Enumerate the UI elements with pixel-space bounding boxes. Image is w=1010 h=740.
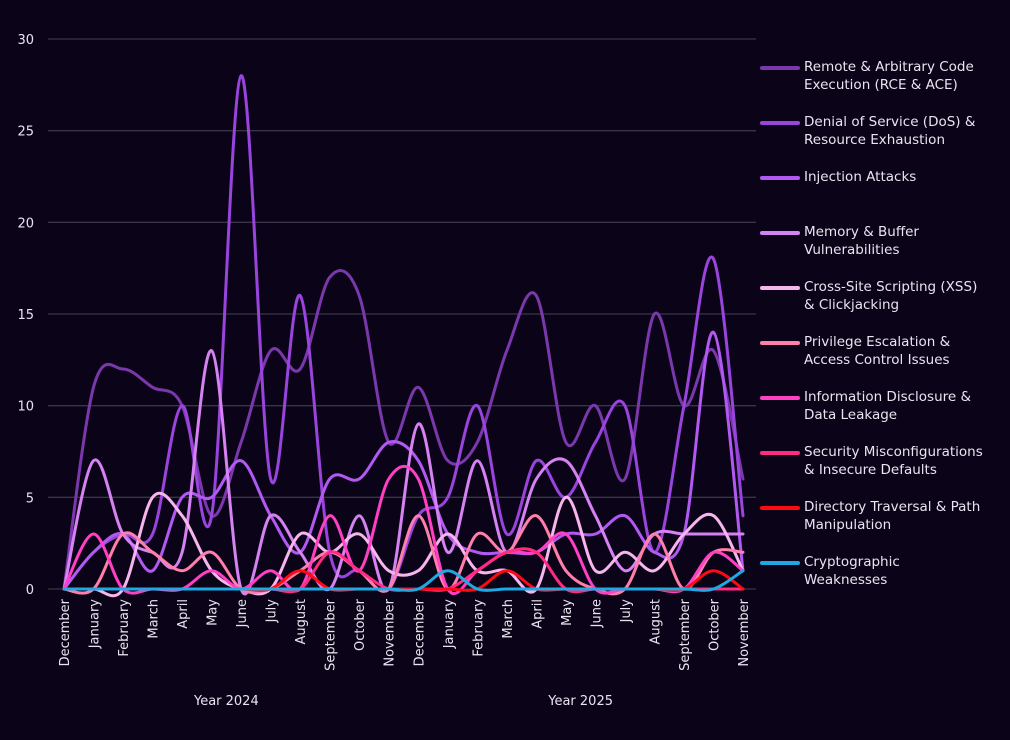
legend-label-line: Data Leakage: [804, 407, 898, 423]
y-tick-label: 15: [17, 308, 34, 323]
legend-item[interactable]: Privilege Escalation & Access Control Iss…: [760, 333, 1010, 369]
legend-swatch: [760, 286, 800, 290]
x-tick-label: May: [560, 599, 575, 626]
legend-label-line: Cryptographic: [804, 554, 900, 570]
legend-label-line: Execution (RCE & ACE): [804, 77, 958, 93]
legend-label: Injection Attacks: [804, 168, 1004, 186]
y-axis-ticks: 0 5 10 15 20 25 30: [17, 33, 34, 598]
x-tick-label: January: [442, 599, 457, 650]
legend-label: Directory Traversal & Path Manipulation: [804, 498, 1004, 534]
legend-swatch: [760, 231, 800, 235]
x-tick-label: April: [530, 599, 545, 629]
legend-label-line: & Clickjacking: [804, 297, 900, 313]
legend-label-line: Vulnerabilities: [804, 242, 900, 258]
series-lines: [62, 74, 745, 598]
y-tick-label: 0: [26, 583, 34, 598]
legend-label-line: Weaknesses: [804, 572, 888, 588]
x-tick-label: March: [147, 599, 162, 639]
legend-item[interactable]: Cryptographic Weaknesses: [760, 553, 1010, 589]
legend-swatch: [760, 451, 800, 455]
y-tick-label: 30: [17, 33, 34, 48]
x-tick-label: February: [471, 599, 486, 657]
x-tick-label: December: [58, 598, 73, 666]
x-tick-label: October: [707, 598, 722, 651]
y-tick-label: 5: [26, 491, 34, 506]
legend-label-line: Access Control Issues: [804, 352, 950, 368]
legend-label: Denial of Service (DoS) & Resource Exhaus…: [804, 113, 1004, 149]
legend-label-line: Security Misconfigurations: [804, 444, 983, 460]
legend-label-line: Injection Attacks: [804, 169, 917, 185]
legend-label-line: Remote & Arbitrary Code: [804, 59, 974, 75]
x-tick-label: January: [88, 599, 103, 650]
legend-item[interactable]: Remote & Arbitrary Code Execution (RCE & …: [760, 58, 1010, 94]
y-tick-label: 25: [17, 125, 34, 140]
x-tick-label: August: [648, 599, 663, 645]
legend-swatch: [760, 66, 800, 70]
legend-item[interactable]: Cross-Site Scripting (XSS) & Clickjacking: [760, 278, 1010, 314]
series-line-9: [62, 569, 745, 592]
x-tick-label: June: [589, 599, 604, 628]
x-tick-label: December: [412, 598, 427, 666]
legend-label: Cross-Site Scripting (XSS) & Clickjacking: [804, 278, 1004, 314]
legend-item[interactable]: Directory Traversal & Path Manipulation: [760, 498, 1010, 534]
legend-label-line: Denial of Service (DoS) &: [804, 114, 976, 130]
legend-swatch: [760, 396, 800, 400]
legend-swatch: [760, 506, 800, 510]
series-line-6: [62, 514, 745, 596]
legend-item[interactable]: Denial of Service (DoS) & Resource Exhaus…: [760, 113, 1010, 149]
x-axis-groups: Year 2024 Year 2025: [193, 694, 613, 709]
x-tick-label: June: [235, 599, 250, 628]
x-tick-label: July: [619, 599, 634, 624]
legend-label: Remote & Arbitrary Code Execution (RCE & …: [804, 58, 1004, 94]
series-line-5: [62, 491, 745, 598]
legend-item[interactable]: Injection Attacks: [760, 168, 1010, 186]
x-tick-label: October: [353, 598, 368, 651]
series-line-3: [62, 330, 745, 591]
legend-label: Cryptographic Weaknesses: [804, 553, 1004, 589]
x-tick-label: November: [383, 598, 398, 666]
legend-label: Memory & Buffer Vulnerabilities: [804, 223, 1004, 259]
x-tick-label: February: [117, 599, 132, 657]
legend-label-line: Information Disclosure &: [804, 389, 972, 405]
legend-item[interactable]: Memory & Buffer Vulnerabilities: [760, 223, 1010, 259]
y-tick-label: 10: [17, 400, 34, 415]
legend-label-line: Resource Exhaustion: [804, 132, 945, 148]
legend-item[interactable]: Information Disclosure & Data Leakage: [760, 388, 1010, 424]
x-tick-label: November: [737, 598, 752, 666]
legend-label: Security Misconfigurations & Insecure Def…: [804, 443, 1004, 479]
series-line-10: [62, 569, 745, 592]
legend-label: Privilege Escalation & Access Control Iss…: [804, 333, 1004, 369]
legend-swatch: [760, 121, 800, 125]
legend-label-line: Cross-Site Scripting (XSS): [804, 279, 978, 295]
x-group-label: Year 2024: [193, 694, 259, 709]
legend-label-line: Memory & Buffer: [804, 224, 919, 240]
legend-swatch: [760, 341, 800, 345]
legend-label-line: Manipulation: [804, 517, 892, 533]
x-tick-label: March: [501, 599, 516, 639]
x-axis-ticks: December January February March April May June…: [58, 598, 752, 671]
x-tick-label: July: [265, 599, 280, 624]
legend-swatch: [760, 561, 800, 565]
x-tick-label: September: [324, 598, 339, 671]
x-group-label: Year 2025: [547, 694, 613, 709]
x-tick-label: May: [206, 599, 221, 626]
x-tick-label: August: [294, 599, 309, 645]
legend-item[interactable]: Security Misconfigurations & Insecure Def…: [760, 443, 1010, 479]
legend-label-line: Privilege Escalation &: [804, 334, 951, 350]
y-tick-label: 20: [17, 216, 34, 231]
legend-swatch: [760, 176, 800, 180]
legend-label: Information Disclosure & Data Leakage: [804, 388, 1004, 424]
x-tick-label: April: [176, 599, 191, 629]
legend-label-line: & Insecure Defaults: [804, 462, 937, 478]
legend-label-line: Directory Traversal & Path: [804, 499, 981, 515]
x-tick-label: September: [678, 598, 693, 671]
